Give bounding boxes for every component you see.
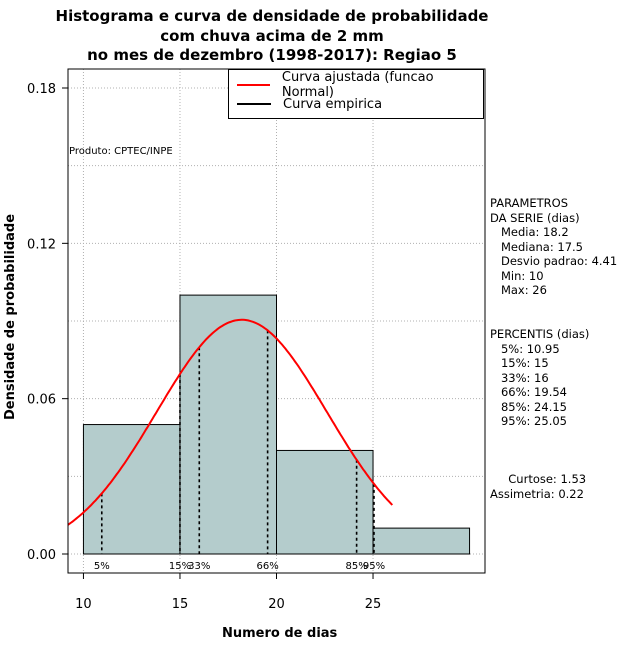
y-tick-label: 0.18 [27, 82, 56, 97]
legend-item-fitted: Curva ajustada (funcao Normal) [237, 70, 483, 100]
chart-title-line-1: Histograma e curva de densidade de proba… [55, 7, 489, 25]
legend-item-empirical: Curva empirica [237, 95, 382, 113]
x-tick-label: 20 [268, 597, 285, 612]
x-tick-label: 25 [365, 597, 382, 612]
product-credit: Produto: CPTEC/INPE [69, 146, 173, 157]
shape-stats-panel: Curtose: 1.53 Assimetria: 0.22 [490, 472, 587, 501]
legend-label-empirical: Curva empirica [283, 96, 383, 112]
percentile-label: 95% [363, 561, 385, 572]
y-axis-title: Densidade de probabilidade [3, 213, 18, 420]
chart-title-line-2: com chuva acima de 2 mm [160, 27, 384, 45]
legend-swatch-empirical [237, 103, 271, 105]
histogram-bar [82, 424, 181, 555]
legend-swatch-fitted [237, 84, 270, 86]
percentile-label: 5% [94, 561, 110, 572]
chart-title-line-3: no mes de dezembro (1998-2017): Regiao 5 [87, 46, 457, 64]
y-tick-label: 0.12 [27, 237, 56, 252]
histogram-bar [276, 449, 374, 555]
y-tick-label: 0.06 [27, 393, 56, 408]
x-axis-title: Numero de dias [222, 626, 338, 641]
legend: Curva ajustada (funcao Normal) Curva emp… [228, 69, 484, 119]
percentile-label: 66% [257, 561, 279, 572]
percentiles-panel: PERCENTIS (dias) 5%: 10.95 15%: 15 33%: … [490, 327, 590, 428]
histogram-bar [179, 294, 278, 555]
series-parameters-panel: PARAMETROS DA SERIE (dias) Media: 18.2 M… [490, 196, 618, 297]
x-tick-label: 10 [75, 597, 92, 612]
legend-label-fitted: Curva ajustada (funcao Normal) [281, 70, 434, 100]
x-tick-label: 15 [172, 597, 189, 612]
fitted-normal-curve [67, 318, 394, 526]
histogram-bar [372, 527, 471, 555]
percentile-label: 15% [169, 561, 191, 572]
percentile-label: 85% [346, 561, 368, 572]
percentile-label: 33% [188, 561, 210, 572]
y-tick-label: 0.00 [27, 548, 56, 563]
